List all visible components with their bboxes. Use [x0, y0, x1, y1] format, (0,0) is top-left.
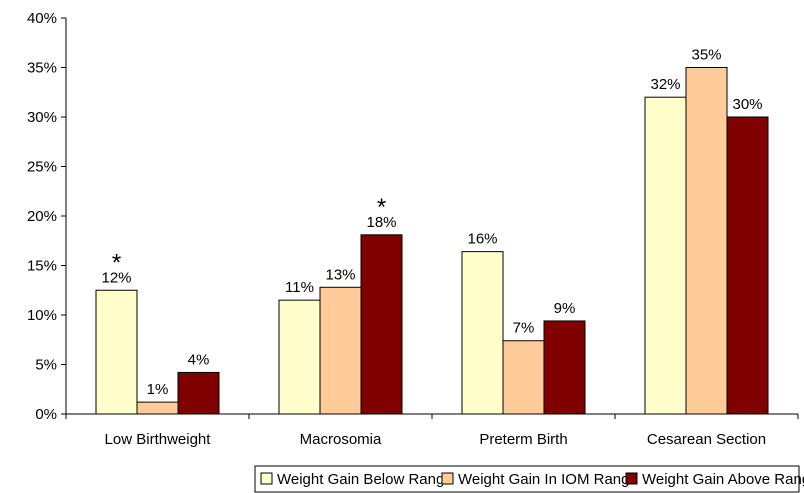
data-label: 32% [650, 76, 680, 93]
y-axis: 0% 5% 10% 15% 20% 25% 30% 35% 40% [27, 10, 67, 423]
legend: Weight Gain Below Range Weight Gain In IO… [254, 465, 804, 493]
bar [177, 371, 220, 415]
bar [644, 96, 687, 415]
bar [136, 401, 179, 415]
bar [461, 251, 504, 415]
bar [502, 340, 545, 415]
y-tick-label: 35% [27, 60, 57, 77]
y-tick-label: 10% [27, 307, 57, 324]
bar [726, 116, 769, 415]
data-label: 18% [366, 214, 396, 231]
data-label: 11% [285, 279, 314, 296]
bar [278, 299, 321, 415]
y-tick-label: 40% [27, 10, 57, 27]
data-label: 16% [467, 231, 497, 248]
data-label: 4% [188, 351, 210, 368]
legend-swatch [441, 472, 454, 485]
y-tick-label: 30% [27, 109, 57, 126]
bar [319, 286, 362, 415]
data-label: 35% [691, 47, 721, 64]
x-category-label: Cesarean Section [647, 431, 766, 448]
data-label: 7% [513, 320, 535, 337]
data-label: 9% [554, 300, 576, 317]
bar [543, 320, 586, 415]
y-tick-label: 15% [27, 258, 57, 275]
legend-swatch [625, 472, 638, 485]
y-tick-label: 20% [27, 208, 57, 225]
bars [95, 67, 769, 415]
significance-asterisk: * [377, 194, 386, 221]
bar [685, 67, 728, 415]
legend-label: Weight Gain In IOM Range [458, 471, 638, 488]
y-tick-label: 5% [35, 357, 57, 374]
x-axis: Low Birthweight Macrosomia Preterm Birth Ce… [65, 413, 799, 448]
y-tick-label: 0% [35, 406, 57, 423]
legend-label: Weight Gain Below Range [277, 471, 453, 488]
data-label: 30% [732, 96, 762, 113]
bar [95, 289, 138, 415]
legend-box [254, 465, 800, 493]
significance-asterisk: * [112, 249, 121, 276]
bar [360, 234, 403, 415]
x-category-label: Low Birthweight [105, 431, 212, 448]
x-category-label: Preterm Birth [479, 431, 567, 448]
x-category-label: Macrosomia [300, 431, 382, 448]
legend-swatch [260, 472, 273, 485]
legend-label: Weight Gain Above Range [642, 471, 804, 488]
data-labels: 12%*1%4%11%13%18%*16%7%9%32%35%30% [101, 47, 762, 399]
data-label: 13% [325, 266, 355, 283]
data-label: 12% [101, 269, 131, 286]
y-tick-label: 25% [27, 159, 57, 176]
data-label: 1% [147, 381, 169, 398]
